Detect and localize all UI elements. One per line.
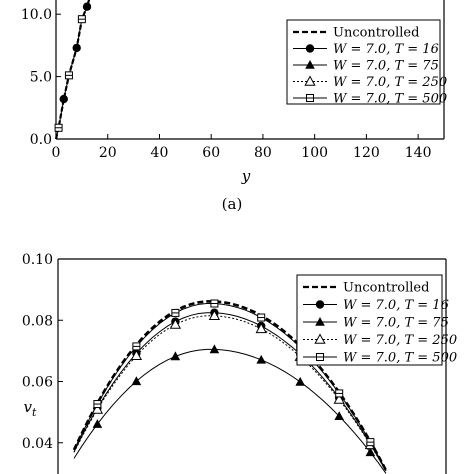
- x-tick-label: 40: [151, 145, 169, 161]
- data-point: [208, 309, 221, 321]
- legend-marker: [315, 317, 325, 326]
- y-tick-label: 0.04: [22, 436, 53, 452]
- bottom-y-axis-label: vt: [24, 398, 37, 419]
- legend-label: W = 7.0, T = 500: [333, 92, 447, 107]
- legend-marker: [305, 60, 315, 69]
- top-x-axis-label: y: [241, 167, 251, 185]
- legend-label: W = 7.0, T = 500: [343, 351, 457, 366]
- legend-label: W = 7.0, T = 75: [343, 316, 449, 331]
- y-tick-label: 5.0: [30, 70, 52, 86]
- y-tick-label: 0.0: [30, 132, 52, 148]
- series-line: [73, 315, 387, 472]
- data-point: [333, 393, 345, 404]
- data-point: [334, 411, 344, 420]
- legend-marker: [314, 333, 326, 344]
- data-point: [365, 447, 376, 457]
- legend-marker: [304, 75, 316, 86]
- legend-label: W = 7.0, T = 250: [343, 333, 457, 348]
- top-series: [54, 0, 92, 140]
- x-tick-label: 20: [99, 145, 117, 161]
- legend-label: W = 7.0, T = 75: [333, 59, 439, 74]
- series-line: [73, 312, 387, 472]
- x-tick-label: 80: [254, 145, 272, 161]
- legend-marker: [305, 44, 315, 53]
- series-line: [54, 0, 91, 140]
- top-panel: 0 20 40 60 80 100 120 140 0.0 5.0 10.0 y (a) Unco…: [21, 0, 447, 213]
- series-line: [73, 348, 387, 474]
- legend-label: W = 7.0, T = 16: [333, 42, 439, 57]
- legend-marker: [315, 300, 325, 309]
- data-point: [130, 349, 143, 361]
- top-x-ticks: 0 20 40 60 80 100 120 140: [52, 134, 432, 161]
- x-tick-label: 120: [353, 145, 380, 161]
- data-point: [131, 376, 142, 386]
- y-tick-label: 0.08: [22, 313, 53, 329]
- x-tick-label: 60: [202, 145, 220, 161]
- series-line: [72, 300, 388, 471]
- y-tick-label: 10.0: [21, 7, 52, 23]
- legend-label: Uncontrolled: [343, 281, 429, 296]
- bottom-legend: Uncontrolled W = 7.0, T = 16 W = 7.0, T = …: [296, 274, 457, 366]
- x-tick-label: 100: [301, 145, 328, 161]
- data-point: [255, 322, 267, 334]
- x-tick-label: 0: [52, 145, 61, 161]
- data-point: [72, 43, 81, 53]
- x-tick-label: 140: [405, 145, 432, 161]
- caption-a: (a): [222, 195, 243, 213]
- data-point: [295, 376, 305, 386]
- data-point: [209, 344, 220, 354]
- legend-label: Uncontrolled: [333, 26, 419, 41]
- data-point: [169, 318, 182, 329]
- data-point: [256, 354, 266, 364]
- y-tick-label: 0.10: [22, 252, 53, 268]
- series-line: [73, 303, 387, 471]
- data-point: [59, 94, 68, 104]
- legend-label: W = 7.0, T = 16: [343, 298, 449, 313]
- data-point: [170, 351, 181, 361]
- bottom-panel: 0.04 0.06 0.08 0.10 vt Uncontrolled W = 7.0,…: [22, 252, 457, 474]
- data-point: [92, 419, 103, 428]
- bottom-y-ticks: 0.04 0.06 0.08 0.10: [22, 252, 63, 452]
- data-point: [82, 2, 92, 11]
- y-tick-label: 0.06: [22, 375, 53, 391]
- legend-box: [286, 19, 441, 105]
- legend-label: W = 7.0, T = 250: [333, 75, 447, 90]
